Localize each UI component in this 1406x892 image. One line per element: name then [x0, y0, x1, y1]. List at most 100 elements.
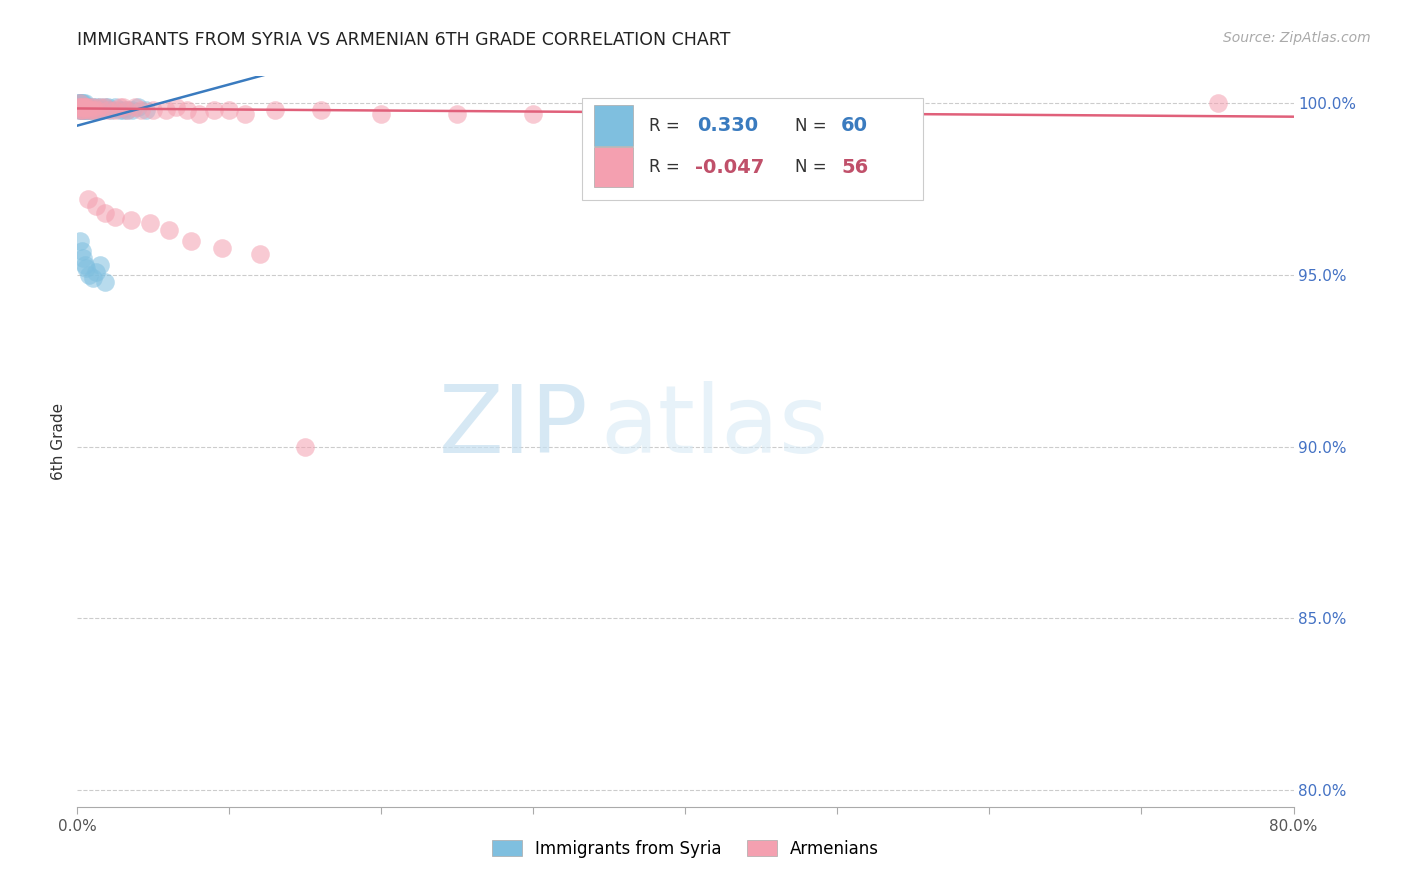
Point: [67, 100, 90, 114]
Point: [73, 100, 96, 114]
Point: [211, 240, 233, 254]
Point: [93, 275, 115, 289]
Point: [100, 103, 122, 117]
Point: [73, 100, 96, 114]
Point: [83, 103, 105, 117]
Point: [69, 100, 91, 114]
Text: -0.047: -0.047: [695, 158, 765, 177]
Text: 56: 56: [841, 158, 869, 177]
Point: [70, 244, 93, 258]
Point: [82, 103, 104, 117]
Point: [70, 103, 93, 117]
Point: [522, 106, 544, 120]
Point: [309, 103, 332, 117]
Point: [79, 100, 101, 114]
Point: [75, 100, 97, 114]
FancyBboxPatch shape: [595, 147, 633, 187]
Point: [79, 100, 101, 114]
Point: [93, 206, 115, 220]
Text: R =: R =: [650, 117, 685, 135]
Point: [84, 100, 107, 114]
Point: [69, 100, 91, 114]
Point: [188, 106, 211, 120]
Point: [73, 96, 96, 111]
Point: [97, 100, 120, 114]
Legend: Immigrants from Syria, Armenians: Immigrants from Syria, Armenians: [485, 833, 886, 864]
Point: [84, 264, 107, 278]
Point: [155, 103, 177, 117]
Point: [117, 103, 139, 117]
Point: [69, 100, 91, 114]
Point: [80, 103, 103, 117]
Point: [77, 100, 100, 114]
Point: [796, 110, 818, 124]
Point: [233, 106, 256, 120]
Point: [69, 96, 91, 111]
Point: [67, 100, 90, 114]
Point: [135, 103, 157, 117]
Y-axis label: 6th Grade: 6th Grade: [51, 403, 66, 480]
Text: atlas: atlas: [600, 381, 828, 473]
Point: [70, 100, 93, 114]
Point: [446, 106, 468, 120]
Point: [90, 103, 112, 117]
Point: [72, 103, 94, 117]
Point: [180, 234, 202, 248]
Point: [79, 268, 101, 282]
Point: [67, 96, 90, 111]
Point: [264, 103, 287, 117]
Point: [157, 223, 180, 237]
Point: [72, 96, 94, 111]
Point: [142, 103, 165, 117]
Point: [83, 103, 105, 117]
Point: [249, 247, 271, 261]
Point: [751, 106, 773, 120]
Point: [104, 100, 127, 114]
Point: [73, 103, 96, 117]
Text: R =: R =: [650, 158, 685, 177]
Point: [72, 100, 94, 114]
Point: [129, 103, 152, 117]
Point: [127, 100, 149, 114]
Text: 60: 60: [841, 116, 868, 135]
Point: [176, 103, 198, 117]
Text: N =: N =: [794, 158, 832, 177]
Point: [69, 100, 91, 114]
Point: [70, 103, 93, 117]
Point: [165, 100, 187, 114]
Text: N =: N =: [794, 117, 832, 135]
FancyBboxPatch shape: [595, 105, 633, 145]
Point: [69, 103, 91, 117]
Point: [111, 100, 134, 114]
Point: [70, 100, 93, 114]
FancyBboxPatch shape: [582, 98, 922, 200]
Point: [69, 96, 91, 111]
Point: [82, 271, 104, 285]
Point: [93, 100, 115, 114]
Point: [97, 103, 120, 117]
Point: [117, 103, 139, 117]
Point: [89, 100, 111, 114]
Text: Source: ZipAtlas.com: Source: ZipAtlas.com: [1223, 31, 1371, 45]
Point: [120, 213, 142, 227]
Point: [89, 258, 111, 272]
Point: [73, 258, 96, 272]
Point: [675, 110, 697, 124]
Point: [77, 103, 100, 117]
Point: [598, 110, 620, 124]
Point: [75, 261, 97, 276]
Point: [80, 103, 103, 117]
Point: [69, 96, 91, 111]
Point: [82, 100, 104, 114]
Point: [67, 103, 90, 117]
Point: [370, 106, 392, 120]
Point: [827, 110, 849, 124]
Point: [70, 100, 93, 114]
Point: [67, 100, 90, 114]
Point: [87, 103, 110, 117]
Text: 0.330: 0.330: [697, 116, 759, 135]
Text: IMMIGRANTS FROM SYRIA VS ARMENIAN 6TH GRADE CORRELATION CHART: IMMIGRANTS FROM SYRIA VS ARMENIAN 6TH GR…: [77, 31, 731, 49]
Point: [75, 100, 97, 114]
Point: [82, 100, 104, 114]
Point: [75, 100, 97, 114]
